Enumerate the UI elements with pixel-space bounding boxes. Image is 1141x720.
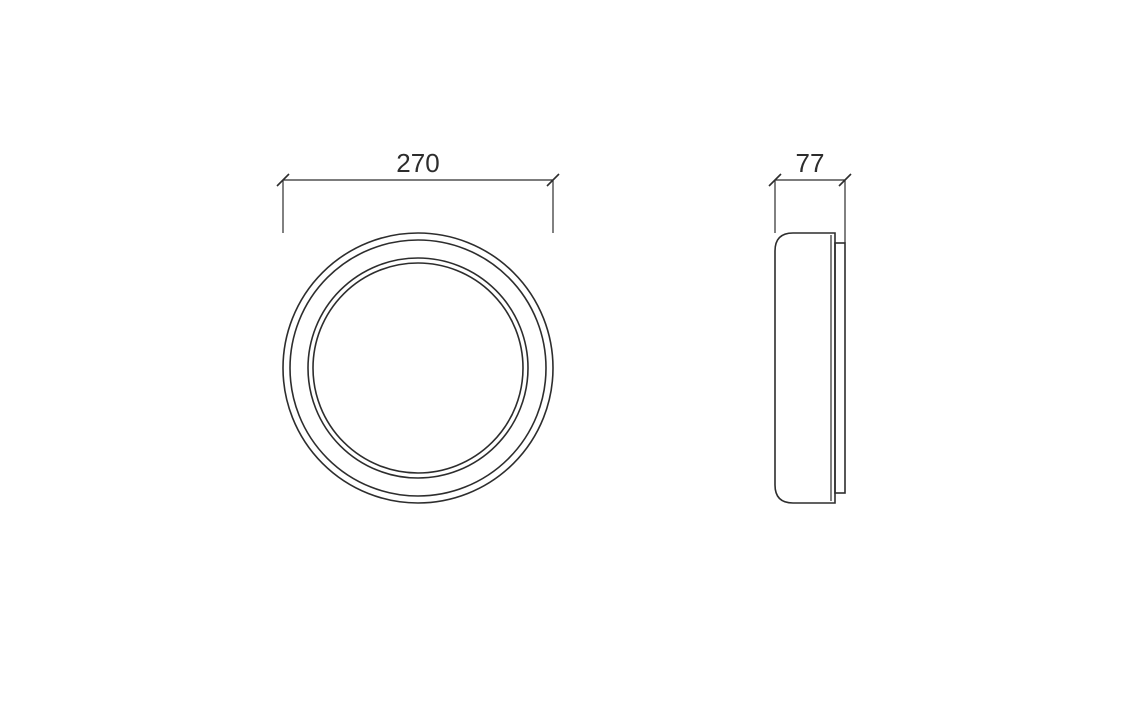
front-ring-2 (308, 258, 528, 478)
front-diameter-label: 270 (396, 148, 439, 178)
side-view: 77 (769, 148, 851, 503)
technical-drawing: 270 77 (0, 0, 1141, 720)
side-body (775, 233, 835, 503)
front-view: 270 (277, 148, 559, 503)
front-ring-1 (290, 240, 546, 496)
side-back-plate (835, 243, 845, 493)
front-ring-0 (283, 233, 553, 503)
side-depth-label: 77 (796, 148, 825, 178)
front-ring-3 (313, 263, 523, 473)
